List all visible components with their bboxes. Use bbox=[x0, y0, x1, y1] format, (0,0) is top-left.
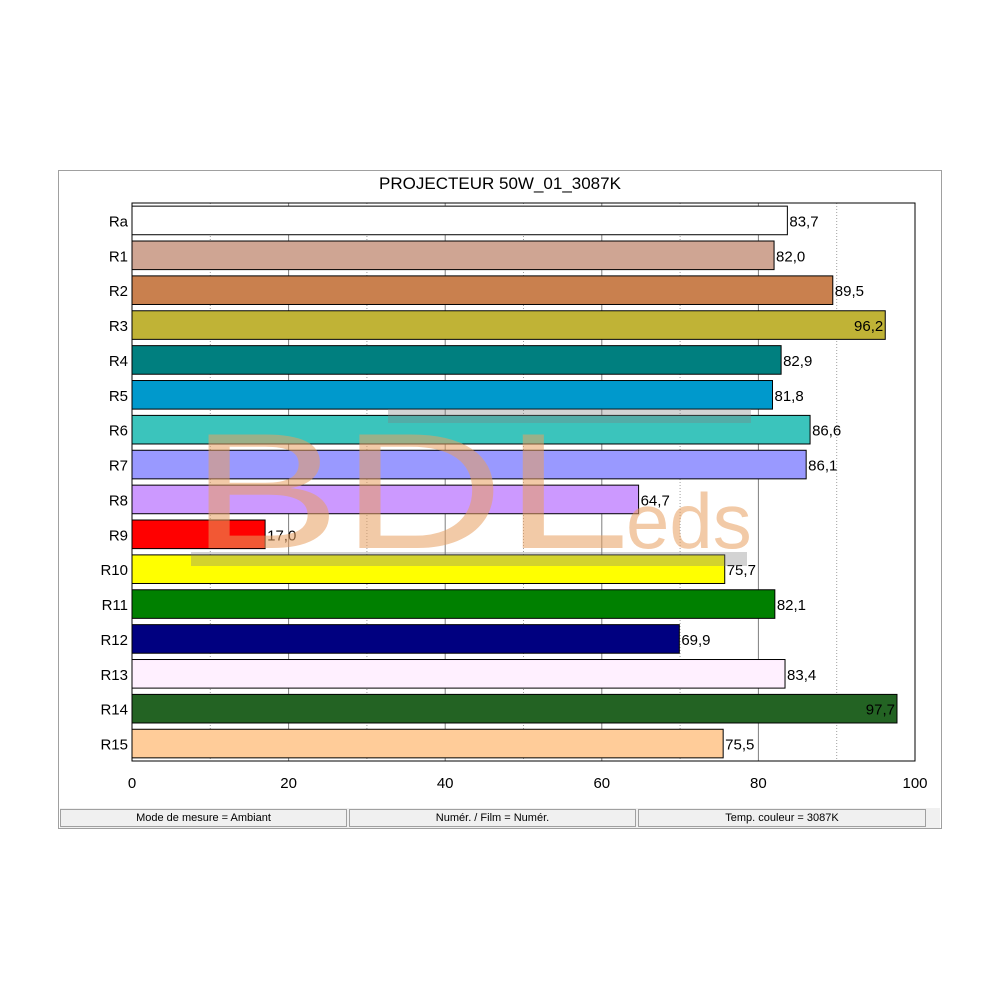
category-label-r14: R14 bbox=[100, 702, 128, 719]
value-label-r7: 86,1 bbox=[808, 458, 837, 475]
category-label-ra: Ra bbox=[109, 213, 129, 230]
category-label-r2: R2 bbox=[109, 283, 128, 300]
bar-r3 bbox=[131, 310, 886, 340]
category-label-r7: R7 bbox=[109, 458, 128, 475]
value-label-r11: 82,1 bbox=[777, 597, 806, 614]
plot-border bbox=[131, 202, 916, 762]
value-label-r13: 83,4 bbox=[787, 667, 816, 684]
bar-r4 bbox=[131, 345, 782, 375]
status-mode: Mode de mesure = Ambiant bbox=[60, 809, 347, 827]
value-label-r1: 82,0 bbox=[776, 248, 805, 265]
value-label-r6: 86,6 bbox=[812, 423, 841, 440]
bar-r5 bbox=[131, 380, 773, 410]
chart-plot: Ra 83,7 R1 82,0 R2 89,5 R3 96,2 R4 82,9 R5 81,8 R6 86… bbox=[100, 202, 928, 792]
bar-r11 bbox=[131, 589, 776, 619]
category-label-r4: R4 bbox=[109, 353, 128, 370]
bar-r7 bbox=[131, 449, 807, 480]
value-label-r14: 97,7 bbox=[866, 702, 895, 719]
category-label-r6: R6 bbox=[109, 423, 128, 440]
value-label-r4: 82,9 bbox=[783, 353, 812, 370]
x-tick-label: 40 bbox=[437, 775, 454, 792]
status-bar: Mode de mesure = Ambiant Numér. / Film =… bbox=[60, 808, 940, 828]
bar-r2 bbox=[131, 275, 834, 305]
value-label-r5: 81,8 bbox=[774, 388, 803, 405]
bar-r6 bbox=[131, 414, 811, 445]
category-label-r12: R12 bbox=[100, 632, 128, 649]
category-label-r9: R9 bbox=[109, 527, 128, 544]
value-label-r12: 69,9 bbox=[681, 632, 710, 649]
category-label-r3: R3 bbox=[109, 318, 128, 335]
status-film: Numér. / Film = Numér. bbox=[349, 809, 636, 827]
bar-r1 bbox=[131, 240, 775, 271]
value-label-r2: 89,5 bbox=[835, 283, 864, 300]
x-tick-label: 60 bbox=[593, 775, 610, 792]
bar-r13 bbox=[131, 659, 786, 689]
value-label-r3: 96,2 bbox=[854, 318, 883, 335]
bar-r8 bbox=[131, 484, 640, 515]
status-temperature: Temp. couleur = 3087K bbox=[638, 809, 926, 827]
bar-r14 bbox=[131, 693, 898, 724]
category-label-r1: R1 bbox=[109, 248, 128, 265]
value-label-r9: 17,0 bbox=[267, 527, 296, 544]
bar-ra bbox=[131, 205, 788, 236]
chart-title: PROJECTEUR 50W_01_3087K bbox=[379, 174, 621, 193]
x-tick-label: 100 bbox=[902, 775, 927, 792]
x-tick-label: 0 bbox=[128, 775, 136, 792]
bar-r9 bbox=[131, 519, 266, 550]
bar-r10 bbox=[131, 554, 726, 584]
value-label-r10: 75,7 bbox=[727, 562, 756, 579]
category-label-r15: R15 bbox=[100, 737, 128, 754]
x-tick-label: 80 bbox=[750, 775, 767, 792]
chart-window: PROJECTEUR 50W_01_3087K Ra 83,7 R1 82,0 R2 89… bbox=[58, 170, 942, 829]
value-label-r15: 75,5 bbox=[725, 737, 754, 754]
value-label-r8: 64,7 bbox=[641, 492, 670, 509]
bar-r12 bbox=[131, 624, 680, 654]
category-label-r8: R8 bbox=[109, 492, 128, 509]
category-label-r11: R11 bbox=[102, 597, 128, 614]
category-label-r13: R13 bbox=[100, 667, 128, 684]
bar-r15 bbox=[131, 728, 724, 759]
value-label-ra: 83,7 bbox=[789, 213, 818, 230]
x-tick-label: 20 bbox=[280, 775, 297, 792]
category-label-r10: R10 bbox=[100, 562, 128, 579]
category-label-r5: R5 bbox=[109, 388, 128, 405]
